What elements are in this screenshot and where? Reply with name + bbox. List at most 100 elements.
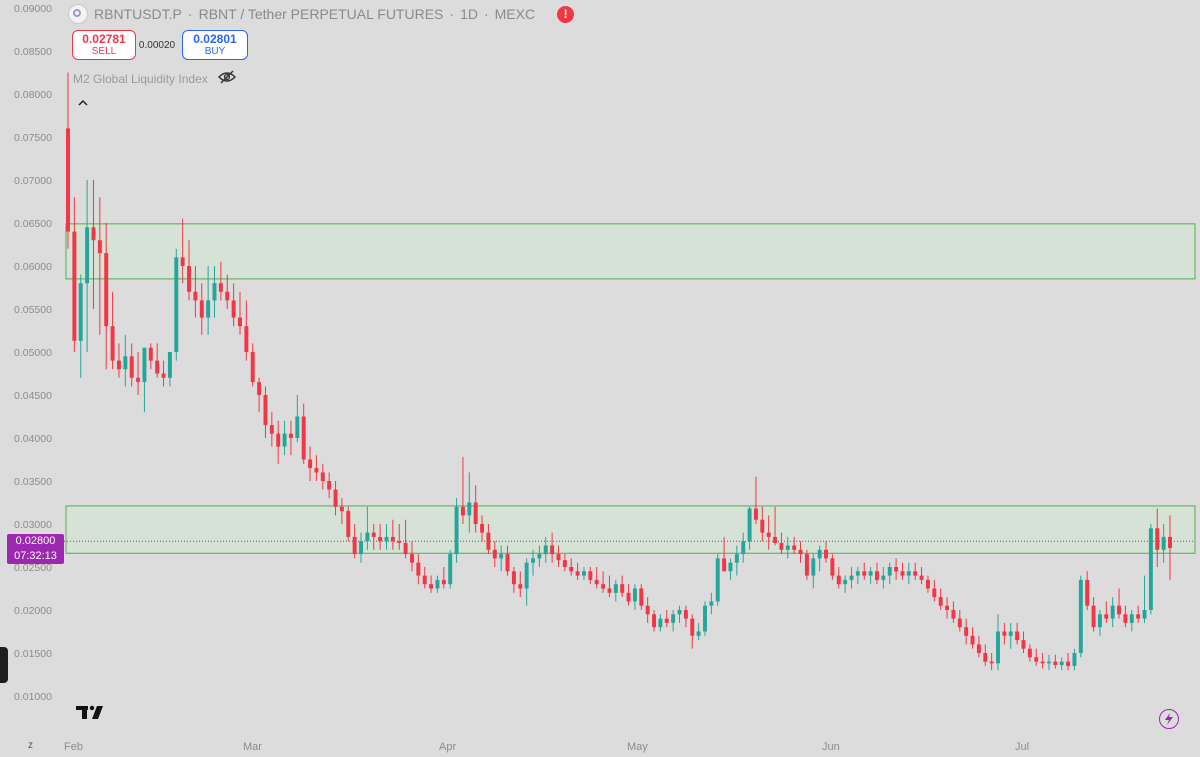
candle-body — [365, 532, 370, 542]
spread-value: 0.00020 — [138, 39, 176, 51]
y-tick-label: 0.07000 — [14, 175, 52, 187]
candle-body — [250, 352, 255, 383]
candle-body — [384, 536, 389, 542]
candle-body — [359, 541, 363, 555]
candle-body — [518, 584, 523, 589]
candle-body — [371, 532, 376, 537]
candle-body — [1117, 605, 1122, 615]
candle-body — [1040, 661, 1045, 664]
candle-body — [550, 545, 555, 555]
sell-button[interactable]: 0.02781 SELL — [72, 30, 136, 60]
candle-body — [467, 502, 472, 516]
y-tick-label: 0.06000 — [14, 261, 52, 273]
candle-body — [97, 240, 102, 254]
buy-label: BUY — [204, 46, 226, 57]
buy-button[interactable]: 0.02801 BUY — [182, 30, 248, 60]
candle-body — [104, 253, 109, 327]
candle-body — [983, 653, 988, 662]
candle-body — [378, 536, 383, 542]
candle-body — [148, 347, 153, 361]
candle-body — [811, 558, 816, 576]
candle-body — [938, 597, 943, 606]
candle-body — [581, 571, 586, 576]
candle-body — [773, 536, 778, 543]
candle-body — [932, 588, 937, 598]
candle-body — [193, 291, 198, 301]
candle-body — [1021, 640, 1026, 649]
candle-body — [645, 605, 650, 615]
exchange-label: MEXC — [494, 6, 536, 22]
candle-body — [836, 575, 841, 585]
alert-icon[interactable]: ! — [557, 5, 575, 23]
candle-body — [225, 291, 230, 301]
candle-body — [416, 562, 421, 576]
candle-body — [524, 562, 529, 589]
candle-body — [346, 511, 351, 537]
candle-body — [460, 506, 465, 516]
candle-body — [594, 579, 599, 585]
candle-body — [996, 631, 1000, 664]
candle-body — [320, 472, 325, 481]
candle-body — [339, 506, 344, 512]
candle-body — [798, 549, 803, 555]
candle-body — [1059, 661, 1064, 666]
candle-body — [1015, 631, 1020, 641]
candle-body — [1066, 661, 1071, 666]
candle-body — [658, 618, 663, 628]
candle-body — [607, 588, 612, 593]
lightning-icon[interactable] — [1159, 709, 1179, 729]
symbol-name[interactable]: RBNTUSDT.P — [94, 6, 182, 22]
trade-panel: 0.02781 SELL 0.00020 0.02801 BUY — [72, 30, 248, 60]
candle-body — [492, 549, 497, 559]
candle-body — [276, 433, 281, 447]
candle-body — [1053, 661, 1058, 666]
candle-body — [964, 627, 969, 636]
candle-body — [664, 618, 669, 623]
zone-rectangle — [65, 505, 1196, 554]
candle-body — [722, 558, 727, 572]
candle-body — [1072, 653, 1077, 666]
candle-body — [760, 519, 765, 533]
indicator-name[interactable]: M2 Global Liquidity Index — [73, 71, 208, 86]
candle-body — [1085, 579, 1090, 606]
candle-body — [531, 558, 535, 563]
candle-body — [671, 614, 676, 623]
y-tick-label: 0.05500 — [14, 304, 52, 316]
candle-body — [263, 395, 268, 426]
candle-body — [855, 571, 860, 576]
y-tick-label: 0.04000 — [14, 433, 52, 445]
candle-body — [257, 382, 262, 395]
candle-body — [1097, 614, 1102, 628]
goto-date-button[interactable]: z — [28, 740, 33, 751]
candle-body — [588, 571, 593, 580]
candle-body — [562, 560, 567, 567]
candle-body — [1161, 536, 1166, 550]
tradingview-logo[interactable] — [76, 704, 108, 725]
y-tick-label: 0.09000 — [14, 3, 52, 15]
interval-label[interactable]: 1D — [460, 6, 478, 22]
y-tick-label: 0.05000 — [14, 347, 52, 359]
candle-body — [454, 506, 459, 555]
candle-body — [709, 601, 714, 606]
candle-body — [639, 588, 644, 606]
candle-body — [505, 554, 510, 572]
candle-body — [970, 635, 975, 645]
eye-off-icon[interactable] — [217, 70, 236, 87]
candle-body — [1155, 528, 1160, 550]
indicator-legend: M2 Global Liquidity Index — [73, 70, 236, 87]
candle-body — [957, 618, 962, 628]
candle-body — [728, 562, 733, 572]
candle-body — [817, 549, 822, 559]
candle-body — [945, 605, 950, 610]
candle-body — [480, 524, 485, 533]
candle-body — [683, 610, 688, 619]
candle-body — [989, 661, 994, 664]
chevron-up-icon[interactable] — [78, 94, 88, 109]
candle-body — [652, 614, 657, 628]
bar-countdown: 07:32:13 — [14, 550, 57, 562]
candle-body — [1078, 579, 1083, 653]
candle-body — [206, 300, 211, 318]
candle-body — [747, 508, 752, 542]
side-panel-handle[interactable] — [0, 647, 8, 683]
